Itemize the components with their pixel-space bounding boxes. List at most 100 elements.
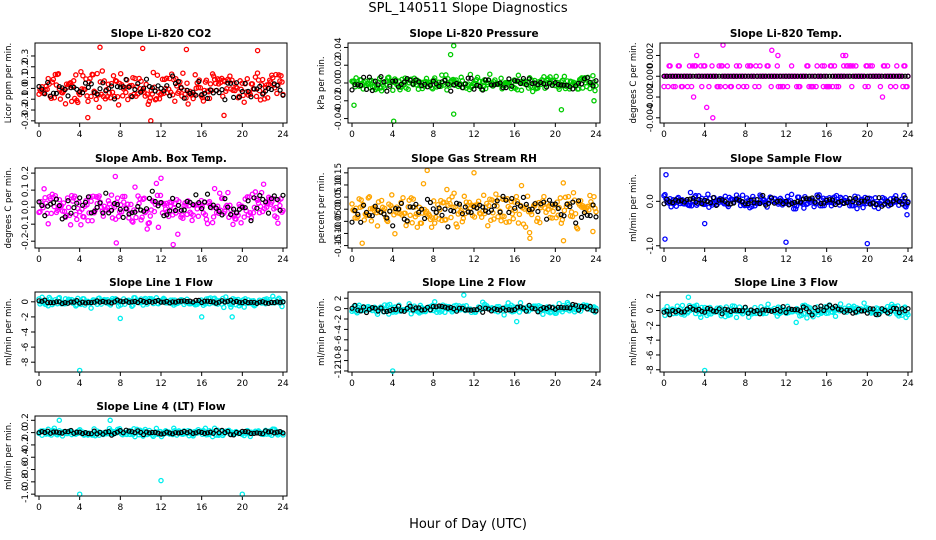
overlay-point (754, 307, 760, 314)
overlay-point (699, 308, 705, 314)
overlay-point (65, 197, 71, 204)
data-point (114, 195, 121, 201)
x-tick-label: 20 (550, 255, 562, 265)
overlay-point (838, 73, 844, 79)
data-point (719, 63, 725, 69)
overlay-point (74, 429, 80, 435)
data-point (78, 68, 84, 75)
data-point (428, 224, 435, 230)
overlay-point (213, 205, 219, 211)
overlay-point (120, 84, 126, 90)
overlay-point (413, 201, 419, 207)
plot-frame (347, 291, 601, 373)
overlay-point (77, 88, 83, 95)
overlay-point (39, 429, 45, 435)
overlay-point (108, 83, 115, 89)
overlay-point (818, 73, 824, 79)
overlay-point (500, 85, 506, 91)
outlier-point (793, 319, 799, 326)
overlay-point (143, 299, 150, 305)
x-tick-label: 8 (430, 130, 436, 140)
overlay-point (789, 306, 795, 312)
overlay-point (893, 306, 899, 312)
data-point (144, 91, 150, 97)
overlay-point (79, 89, 86, 96)
overlay-point (448, 88, 454, 94)
overlay-point (395, 84, 402, 90)
overlay-point (381, 79, 387, 85)
overlay-point (236, 94, 242, 100)
y-tick-label: 0.0 (21, 200, 31, 215)
overlay-point (419, 307, 425, 313)
data-point (475, 198, 482, 204)
overlay-point (681, 199, 687, 205)
x-tick-label: 20 (862, 255, 874, 265)
data-point (743, 83, 750, 90)
overlay-point (216, 208, 222, 214)
data-point (278, 72, 284, 79)
overlay-point (433, 209, 439, 216)
data-point (861, 300, 867, 306)
overlay-point (803, 306, 809, 312)
overlay-point (853, 195, 859, 202)
overlay-point (445, 305, 451, 311)
data-point (498, 217, 504, 224)
data-point (864, 63, 870, 69)
overlay-point (673, 73, 679, 79)
y-tick-label: -1.0 (646, 237, 656, 255)
overlay-point (590, 83, 596, 89)
overlay-point (856, 73, 862, 79)
overlay-point (395, 206, 402, 212)
data-point (109, 89, 116, 96)
overlay-point (783, 309, 789, 316)
data-point (45, 221, 51, 227)
overlay-point (885, 198, 891, 205)
overlay-point (844, 73, 850, 79)
overlay-point (797, 73, 804, 79)
outlier-point (840, 52, 846, 59)
x-tick-label: 0 (36, 130, 42, 140)
data-point (689, 63, 696, 69)
overlay-point (742, 304, 748, 310)
overlay-point (864, 73, 870, 79)
data-point (132, 184, 138, 190)
panel-temp: Slope Li-820 Temp. degrees C per min. -0.0… (629, 28, 914, 140)
data-point (247, 210, 254, 216)
overlay-point (361, 202, 367, 208)
data-point (686, 202, 693, 209)
overlay-point (352, 82, 358, 88)
overlay-point (248, 94, 254, 100)
data-point (687, 189, 694, 196)
outlier-point (513, 318, 520, 325)
overlay-point (535, 208, 541, 215)
overlay-point (765, 307, 772, 314)
data-point (149, 297, 156, 304)
overlay-point (890, 305, 897, 311)
y-tick-label: -0.02 (334, 89, 344, 112)
overlay-point (696, 197, 702, 203)
overlay-point (707, 199, 714, 206)
data-point (716, 63, 722, 69)
data-point (506, 219, 512, 225)
data-point (692, 63, 699, 69)
data-point (349, 201, 355, 207)
data-point (275, 220, 281, 226)
overlay-point (558, 82, 564, 88)
overlay-point (62, 86, 68, 93)
data-point (788, 191, 795, 198)
point-cloud (661, 171, 911, 247)
overlay-point (780, 304, 786, 310)
data-point (195, 213, 202, 220)
overlay-point (271, 193, 277, 199)
y-tick-label: 0.3 (21, 49, 31, 63)
overlay-point (532, 201, 538, 207)
data-point (905, 311, 911, 318)
data-point (88, 198, 94, 204)
overlay-point (140, 85, 147, 91)
overlay-point (581, 209, 587, 216)
data-point (61, 208, 68, 215)
overlay-point (687, 73, 693, 79)
data-point (55, 71, 62, 77)
overlay-point (832, 73, 838, 79)
data-point (366, 194, 373, 200)
